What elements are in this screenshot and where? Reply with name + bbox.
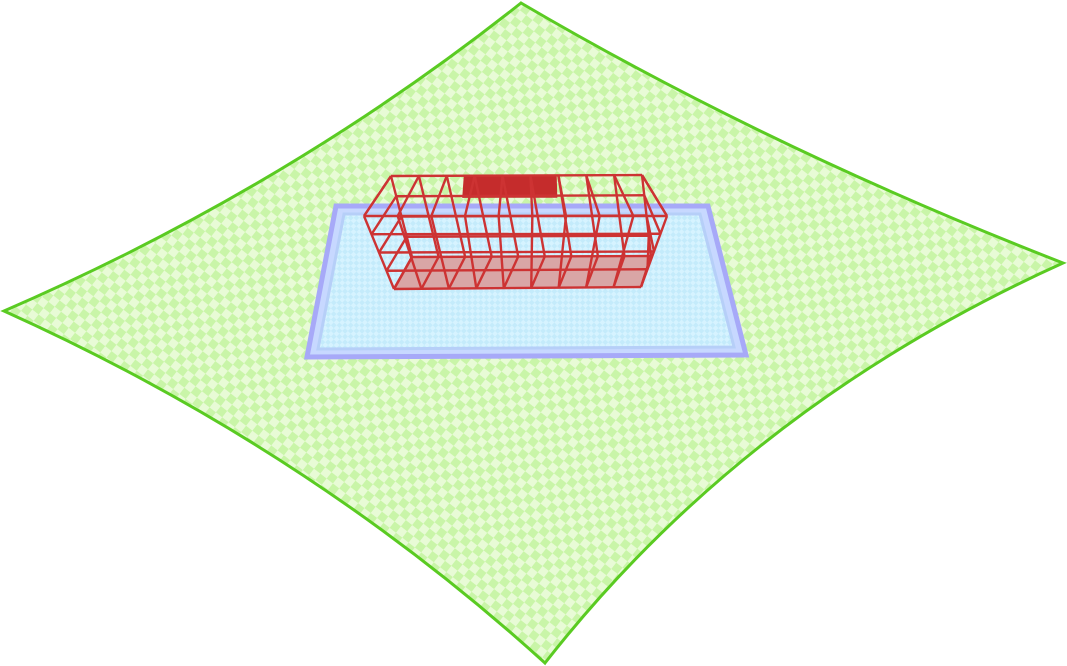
cage-side-left	[392, 256, 414, 290]
cage-back-horizontal	[390, 173, 643, 178]
cage-side-left	[363, 175, 392, 217]
cage-floor-depth	[447, 256, 467, 290]
cage-floor-depth	[557, 255, 573, 289]
cage-front-horizontal	[386, 268, 648, 272]
cage-floor-depth	[502, 256, 520, 289]
cage-front-horizontal	[393, 285, 642, 291]
cage-top-depth	[585, 174, 601, 217]
cage-side-left	[385, 236, 408, 272]
cage-top-depth	[529, 175, 534, 217]
cage-front-horizontal	[371, 232, 661, 236]
cage-top-depth	[463, 175, 476, 217]
cage-back-horizontal	[406, 234, 649, 238]
cage-side-right	[640, 174, 669, 217]
cage-top-depth	[396, 175, 420, 217]
cage-top-depth	[557, 175, 568, 217]
cage-top-depth	[430, 175, 448, 217]
cage-floor-depth	[530, 255, 546, 289]
cage-top-depth	[613, 174, 635, 217]
cage-top-depth	[497, 175, 504, 217]
cage-wires	[362, 173, 669, 291]
cage-front-horizontal	[378, 250, 655, 254]
cage-floor-depth	[420, 256, 440, 290]
cage-side-right	[643, 194, 662, 235]
cage-floor-depth	[475, 256, 493, 289]
wire-cage	[362, 173, 669, 291]
cage-back-horizontal	[396, 194, 645, 198]
cage-floor	[394, 256, 651, 289]
